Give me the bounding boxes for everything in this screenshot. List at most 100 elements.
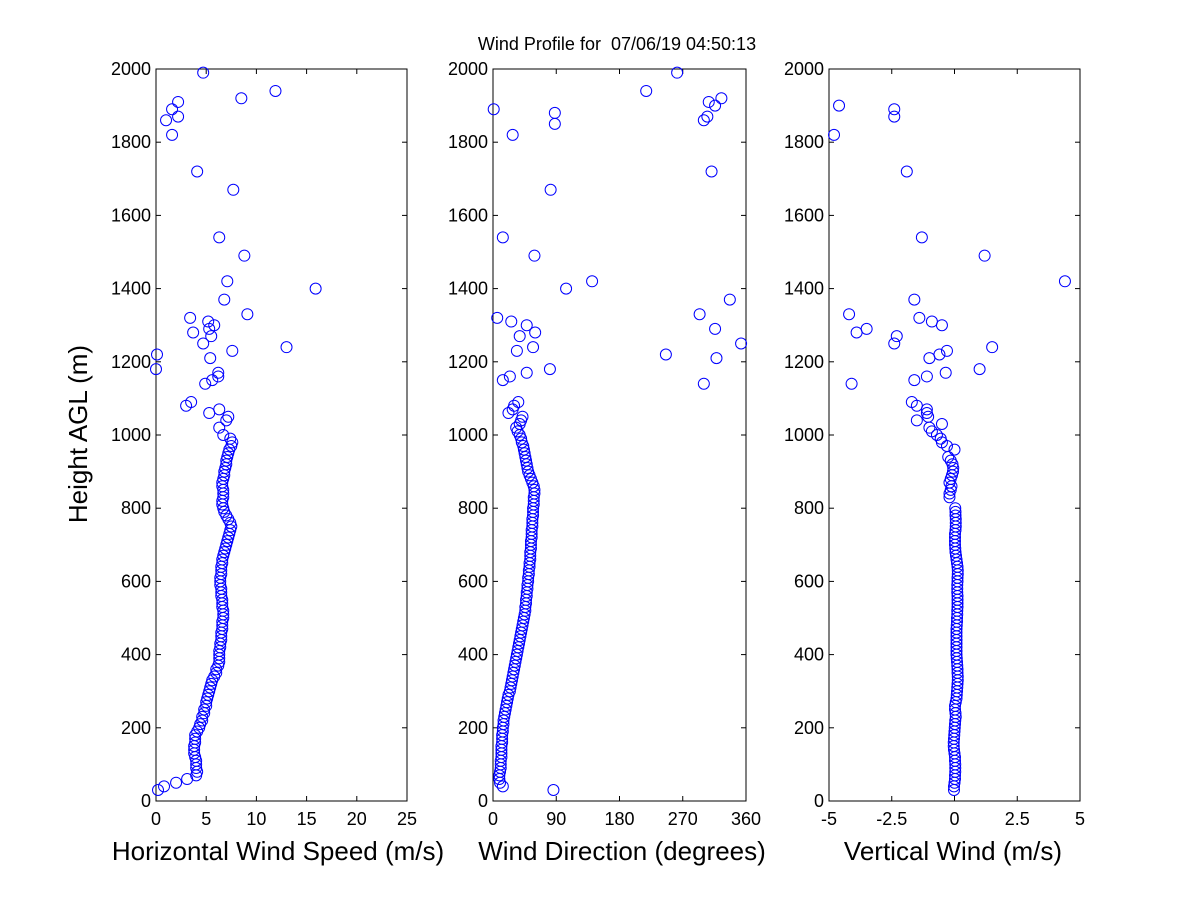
data-point bbox=[935, 418, 948, 431]
y-tick-label: 1200 bbox=[448, 352, 488, 372]
x-tick-label: 360 bbox=[731, 809, 761, 829]
data-point bbox=[241, 308, 254, 321]
data-point bbox=[217, 549, 230, 562]
data-point bbox=[496, 780, 509, 793]
data-point bbox=[920, 407, 933, 420]
x-tick-label: -2.5 bbox=[876, 809, 907, 829]
data-point bbox=[187, 326, 200, 339]
data-point bbox=[908, 374, 921, 387]
data-point bbox=[205, 330, 218, 343]
x-axis-label: Wind Direction (degrees) bbox=[478, 836, 766, 866]
data-point bbox=[170, 776, 183, 789]
panel-horizontal-wind-speed: 0 200 400 600 800 1000 1200 1400 1600 1800 2000 0 5 1… bbox=[111, 59, 444, 866]
data-points bbox=[150, 66, 322, 797]
data-point bbox=[945, 469, 958, 482]
x-tick-label: -5 bbox=[821, 809, 837, 829]
data-point bbox=[548, 106, 561, 119]
x-tick-label: 5 bbox=[201, 809, 211, 829]
data-point bbox=[503, 370, 516, 383]
data-point bbox=[501, 692, 514, 705]
data-point bbox=[659, 348, 672, 361]
data-point bbox=[949, 509, 962, 522]
x-tick-label: 0 bbox=[949, 809, 959, 829]
data-point bbox=[890, 330, 903, 343]
y-tick-label: 200 bbox=[794, 718, 824, 738]
data-point bbox=[843, 308, 856, 321]
data-point bbox=[697, 114, 710, 127]
data-point bbox=[925, 315, 938, 328]
data-point bbox=[944, 454, 957, 467]
data-point bbox=[520, 319, 533, 332]
data-point bbox=[939, 366, 952, 379]
data-point bbox=[213, 231, 226, 244]
data-point bbox=[223, 527, 236, 540]
y-tick-label: 1000 bbox=[784, 425, 824, 445]
data-point bbox=[923, 421, 936, 434]
data-point bbox=[518, 447, 531, 460]
plot-frame bbox=[828, 68, 1081, 802]
y-tick-label: 1200 bbox=[784, 352, 824, 372]
data-point bbox=[222, 531, 235, 544]
data-point bbox=[202, 688, 215, 701]
data-point bbox=[222, 410, 235, 423]
data-point bbox=[516, 410, 529, 423]
data-point bbox=[227, 183, 240, 196]
y-tick-label: 600 bbox=[458, 571, 488, 591]
data-point bbox=[693, 308, 706, 321]
data-point bbox=[888, 337, 901, 350]
data-point bbox=[166, 103, 179, 116]
y-axis-label: Height AGL (m) bbox=[63, 345, 93, 523]
figure-title: Wind Profile for 07/06/19 04:50:13 bbox=[478, 34, 756, 54]
data-point bbox=[191, 165, 204, 178]
data-point bbox=[184, 311, 197, 324]
data-point bbox=[520, 366, 533, 379]
data-point bbox=[528, 249, 541, 262]
data-point bbox=[204, 352, 217, 365]
data-point bbox=[208, 319, 221, 332]
tick-group: 0 200 400 600 800 1000 1200 1400 1600 1800 2000 0 5 1… bbox=[111, 59, 417, 829]
data-point bbox=[212, 370, 225, 383]
panel-vertical-wind: 0 200 400 600 800 1000 1200 1400 1600 1800 2000 -5 -… bbox=[784, 59, 1085, 866]
data-point bbox=[151, 348, 164, 361]
x-tick-label: 90 bbox=[546, 809, 566, 829]
data-point bbox=[508, 399, 521, 412]
data-point bbox=[202, 315, 215, 328]
x-tick-label: 270 bbox=[668, 809, 698, 829]
data-point bbox=[709, 322, 722, 335]
data-point bbox=[506, 128, 519, 141]
data-point bbox=[828, 128, 841, 141]
data-point bbox=[888, 103, 901, 116]
data-point bbox=[496, 374, 509, 387]
data-point bbox=[517, 443, 530, 456]
data-point bbox=[222, 447, 235, 460]
data-point bbox=[217, 429, 230, 441]
data-point bbox=[913, 311, 926, 324]
data-point bbox=[934, 432, 947, 445]
data-point bbox=[172, 95, 185, 108]
data-point bbox=[935, 319, 948, 332]
data-point bbox=[735, 337, 748, 350]
y-tick-label: 2000 bbox=[111, 59, 151, 79]
data-point bbox=[860, 322, 873, 335]
data-point bbox=[213, 403, 226, 416]
y-tick-label: 400 bbox=[458, 645, 488, 665]
data-point bbox=[224, 432, 237, 445]
data-point bbox=[269, 84, 282, 97]
y-tick-label: 800 bbox=[458, 498, 488, 518]
data-point bbox=[925, 425, 938, 438]
data-point bbox=[309, 282, 322, 295]
data-point bbox=[709, 99, 722, 112]
data-point bbox=[513, 330, 526, 343]
x-axis-label: Vertical Wind (m/s) bbox=[844, 836, 1062, 866]
x-tick-label: 25 bbox=[397, 809, 417, 829]
data-point bbox=[197, 337, 210, 350]
data-point bbox=[201, 692, 214, 705]
y-tick-label: 1800 bbox=[784, 132, 824, 152]
data-point bbox=[933, 348, 946, 361]
y-tick-label: 400 bbox=[121, 645, 151, 665]
data-point bbox=[203, 685, 216, 698]
data-point bbox=[940, 344, 953, 357]
data-point bbox=[210, 666, 223, 679]
y-tick-label: 2000 bbox=[784, 59, 824, 79]
x-tick-label: 10 bbox=[246, 809, 266, 829]
